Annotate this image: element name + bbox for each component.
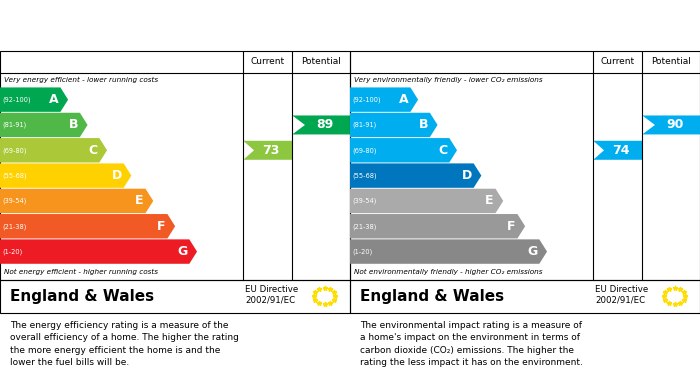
Text: EU Directive
2002/91/EC: EU Directive 2002/91/EC [595,285,648,304]
Text: Environmental Impact (CO₂) Rating: Environmental Impact (CO₂) Rating [357,22,603,34]
Text: (21-38): (21-38) [353,223,377,230]
Text: (39-54): (39-54) [3,198,27,204]
Text: Potential: Potential [651,57,691,66]
Polygon shape [350,214,525,239]
Polygon shape [0,239,197,264]
Polygon shape [350,138,457,163]
Text: The environmental impact rating is a measure of
a home's impact on the environme: The environmental impact rating is a mea… [360,321,583,367]
Polygon shape [293,115,350,135]
Polygon shape [0,163,132,188]
Text: B: B [419,118,428,131]
Text: E: E [485,194,494,208]
Polygon shape [350,163,482,188]
Text: (92-100): (92-100) [353,97,382,103]
Text: G: G [527,245,538,258]
Text: (81-91): (81-91) [3,122,27,128]
Polygon shape [0,138,107,163]
Polygon shape [0,113,88,137]
Text: England & Wales: England & Wales [360,289,505,304]
Text: Current: Current [601,57,635,66]
Text: (55-68): (55-68) [353,172,377,179]
Text: (1-20): (1-20) [3,248,23,255]
Text: Not environmentally friendly - higher CO₂ emissions: Not environmentally friendly - higher CO… [354,269,542,275]
Text: (69-80): (69-80) [353,147,377,154]
Text: F: F [158,220,166,233]
Text: (81-91): (81-91) [353,122,377,128]
Text: 90: 90 [666,118,684,131]
Text: 74: 74 [612,144,630,157]
Text: 73: 73 [262,144,280,157]
Polygon shape [0,214,175,239]
Polygon shape [350,88,418,112]
Text: (92-100): (92-100) [3,97,31,103]
Text: F: F [508,220,516,233]
Polygon shape [643,115,700,135]
Text: B: B [69,118,78,131]
Text: G: G [177,245,188,258]
Text: EU Directive
2002/91/EC: EU Directive 2002/91/EC [245,285,298,304]
Polygon shape [350,189,503,213]
Text: (1-20): (1-20) [353,248,373,255]
Text: (69-80): (69-80) [3,147,27,154]
Text: The energy efficiency rating is a measure of the
overall efficiency of a home. T: The energy efficiency rating is a measur… [10,321,239,367]
Polygon shape [594,141,643,160]
Text: (39-54): (39-54) [353,198,377,204]
Text: C: C [88,144,97,157]
Polygon shape [0,88,68,112]
Text: Current: Current [251,57,285,66]
Polygon shape [350,113,438,137]
Text: A: A [399,93,409,106]
Text: Very environmentally friendly - lower CO₂ emissions: Very environmentally friendly - lower CO… [354,77,542,83]
Polygon shape [350,239,547,264]
Text: (55-68): (55-68) [3,172,27,179]
Text: E: E [135,194,143,208]
Text: (21-38): (21-38) [3,223,27,230]
Text: C: C [438,144,447,157]
Text: Energy Efficiency Rating: Energy Efficiency Rating [7,22,178,34]
Text: D: D [462,169,472,182]
Polygon shape [244,141,293,160]
Text: A: A [49,93,59,106]
Text: Not energy efficient - higher running costs: Not energy efficient - higher running co… [4,269,158,275]
Text: 89: 89 [316,118,334,131]
Text: Very energy efficient - lower running costs: Very energy efficient - lower running co… [4,77,158,83]
Text: England & Wales: England & Wales [10,289,155,304]
Text: Potential: Potential [301,57,341,66]
Text: D: D [112,169,122,182]
Polygon shape [0,189,153,213]
